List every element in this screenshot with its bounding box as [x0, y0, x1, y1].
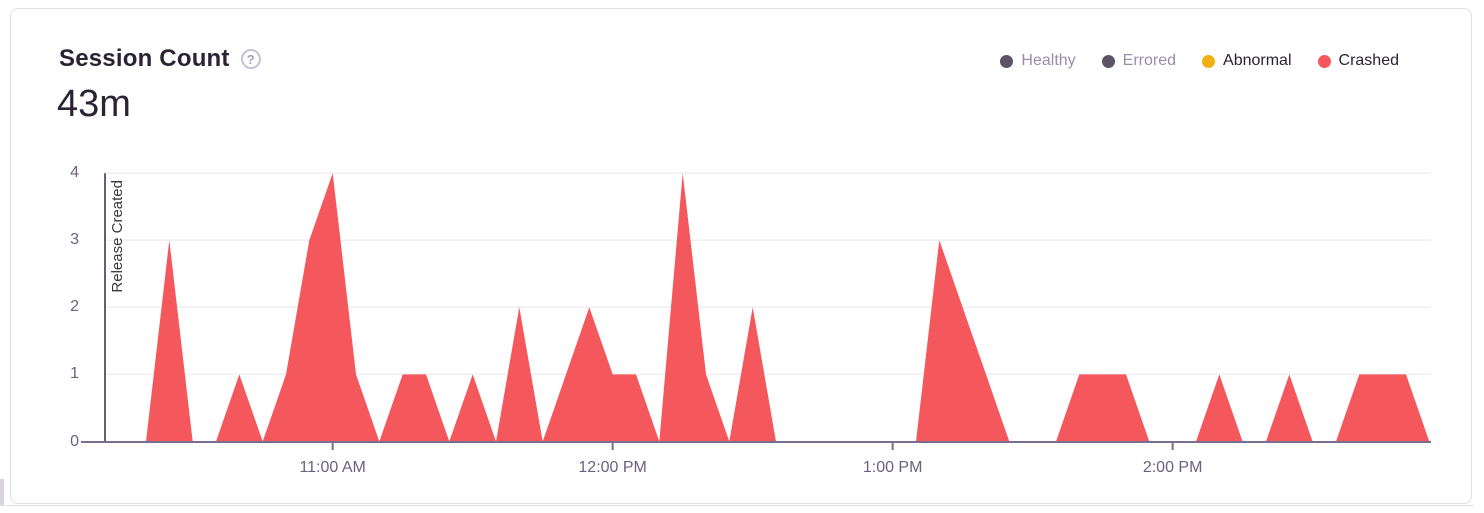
area-chart-canvas[interactable]: [11, 9, 1484, 513]
legend-label: Healthy: [1021, 52, 1076, 69]
x-axis-tick-label: 11:00 AM: [299, 459, 366, 476]
help-icon[interactable]: ?: [240, 49, 261, 69]
card-header: Session Count ?: [59, 45, 261, 73]
crashed-dot-icon: [1317, 54, 1331, 68]
legend-label: Abnormal: [1223, 52, 1292, 69]
crashed-area-series: [146, 173, 1430, 442]
legend-label: Errored: [1122, 52, 1177, 69]
legend-label: Crashed: [1338, 52, 1399, 69]
y-axis-tick-label: 4: [70, 164, 79, 182]
x-axis-tick-label: 1:00 PM: [862, 459, 923, 476]
healthy-dot-icon: [1000, 54, 1014, 68]
legend-item-healthy[interactable]: Healthy: [1000, 52, 1076, 70]
y-axis-tick-label: 0: [70, 432, 79, 450]
legend-item-errored[interactable]: Errored: [1101, 52, 1177, 70]
card-bottom-divider: [0, 505, 1474, 506]
x-axis-tick-label: 2:00 PM: [1142, 459, 1203, 476]
session-count-total: 43m: [57, 83, 131, 125]
chart-legend: Healthy Errored Abnormal Crashed: [1000, 52, 1399, 70]
session-count-card: Session Count ? 43m Healthy Errored Abno…: [10, 8, 1472, 504]
y-axis-tick-label: 1: [70, 365, 79, 383]
errored-dot-icon: [1101, 54, 1115, 68]
page-title: Session Count: [59, 45, 230, 72]
x-axis-tick-label: 12:00 PM: [578, 459, 647, 476]
legend-item-abnormal[interactable]: Abnormal: [1202, 52, 1292, 70]
abnormal-dot-icon: [1202, 54, 1216, 68]
y-axis-tick-label: 3: [70, 231, 79, 249]
y-axis-tick-label: 2: [70, 298, 79, 316]
neighbor-card-edge: [0, 479, 4, 506]
release-created-annotation[interactable]: Release Created: [109, 180, 126, 293]
session-count-chart: 0 1 2 3 4 11:00 AM 12:00 PM 1:00 PM 2:00 PM Relea…: [11, 9, 1484, 513]
legend-item-crashed[interactable]: Crashed: [1317, 52, 1399, 70]
